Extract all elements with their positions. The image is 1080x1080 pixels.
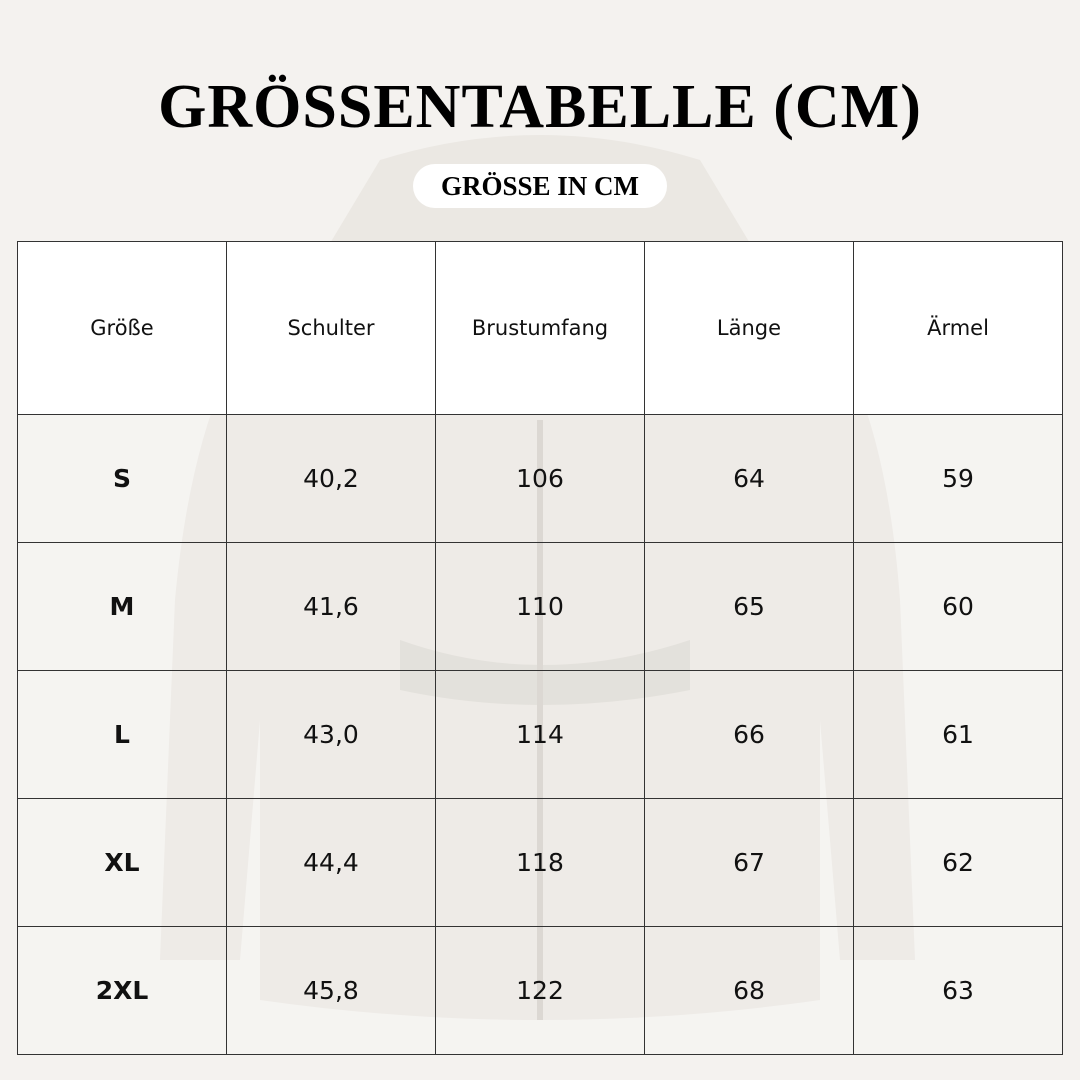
cell-chest: 114: [435, 670, 645, 799]
cell-shoulder: 44,4: [226, 798, 436, 927]
table-row: M 41,6 110 65 60: [17, 542, 1063, 671]
table-row: 2XL 45,8 122 68 63: [17, 926, 1063, 1055]
cell-size: L: [17, 670, 227, 799]
cell-shoulder: 45,8: [226, 926, 436, 1055]
cell-size: XL: [17, 798, 227, 927]
table-row: XL 44,4 118 67 62: [17, 798, 1063, 927]
header-length: Länge: [644, 241, 854, 415]
cell-chest: 118: [435, 798, 645, 927]
cell-chest: 110: [435, 542, 645, 671]
cell-length: 66: [644, 670, 854, 799]
cell-length: 65: [644, 542, 854, 671]
cell-chest: 106: [435, 414, 645, 543]
header-sleeve: Ärmel: [853, 241, 1063, 415]
cell-length: 64: [644, 414, 854, 543]
cell-sleeve: 61: [853, 670, 1063, 799]
cell-sleeve: 63: [853, 926, 1063, 1055]
table-row: S 40,2 106 64 59: [17, 414, 1063, 543]
table-header-row: Größe Schulter Brustumfang Länge Ärmel: [17, 241, 1063, 415]
cell-length: 67: [644, 798, 854, 927]
cell-sleeve: 60: [853, 542, 1063, 671]
header-size: Größe: [17, 241, 227, 415]
cell-sleeve: 62: [853, 798, 1063, 927]
page-title: GRÖSSENTABELLE (CM): [158, 73, 922, 141]
size-table: Größe Schulter Brustumfang Länge Ärmel S…: [17, 241, 1063, 1055]
cell-size: M: [17, 542, 227, 671]
table-row: L 43,0 114 66 61: [17, 670, 1063, 799]
cell-chest: 122: [435, 926, 645, 1055]
cell-shoulder: 41,6: [226, 542, 436, 671]
cell-size: 2XL: [17, 926, 227, 1055]
subtitle-badge: GRÖSSE IN CM: [413, 164, 667, 208]
cell-length: 68: [644, 926, 854, 1055]
cell-size: S: [17, 414, 227, 543]
cell-shoulder: 40,2: [226, 414, 436, 543]
header-chest: Brustumfang: [435, 241, 645, 415]
cell-sleeve: 59: [853, 414, 1063, 543]
header-shoulder: Schulter: [226, 241, 436, 415]
cell-shoulder: 43,0: [226, 670, 436, 799]
